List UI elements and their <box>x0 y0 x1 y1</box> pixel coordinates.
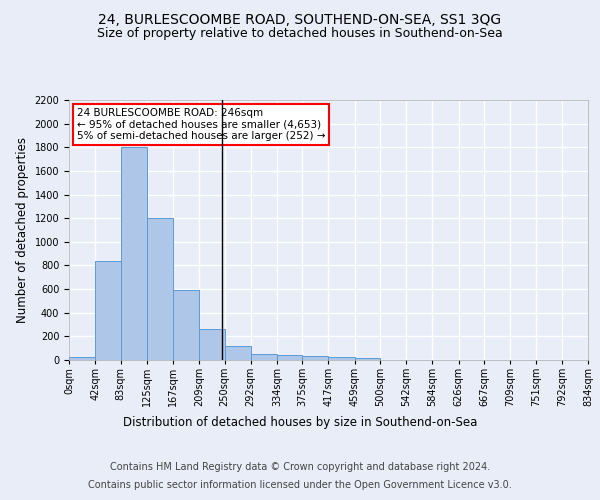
Bar <box>173 290 199 360</box>
Bar <box>277 354 302 360</box>
Bar <box>95 260 121 360</box>
Bar <box>355 358 380 360</box>
Bar <box>121 148 147 360</box>
Bar <box>329 356 355 360</box>
Text: Contains public sector information licensed under the Open Government Licence v3: Contains public sector information licen… <box>88 480 512 490</box>
Bar <box>69 357 95 360</box>
Bar <box>224 346 251 360</box>
Text: Contains HM Land Registry data © Crown copyright and database right 2024.: Contains HM Land Registry data © Crown c… <box>110 462 490 472</box>
Bar <box>302 356 329 360</box>
Bar <box>147 218 173 360</box>
Text: Size of property relative to detached houses in Southend-on-Sea: Size of property relative to detached ho… <box>97 28 503 40</box>
Bar <box>199 330 224 360</box>
Y-axis label: Number of detached properties: Number of detached properties <box>16 137 29 323</box>
Text: Distribution of detached houses by size in Southend-on-Sea: Distribution of detached houses by size … <box>123 416 477 429</box>
Bar <box>251 354 277 360</box>
Text: 24 BURLESCOOMBE ROAD: 246sqm
← 95% of detached houses are smaller (4,653)
5% of : 24 BURLESCOOMBE ROAD: 246sqm ← 95% of de… <box>77 108 325 141</box>
Text: 24, BURLESCOOMBE ROAD, SOUTHEND-ON-SEA, SS1 3QG: 24, BURLESCOOMBE ROAD, SOUTHEND-ON-SEA, … <box>98 12 502 26</box>
